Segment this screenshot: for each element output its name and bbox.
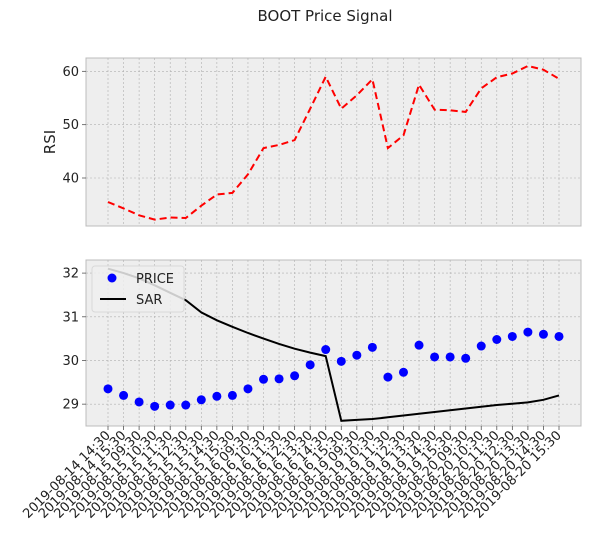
price-y-ticks: 29 30 31 32	[62, 267, 86, 413]
price-point-12	[290, 371, 300, 381]
price-point-27	[523, 327, 533, 337]
rsi-panel: 40 50 60 RSI	[41, 57, 582, 227]
price-ytick-label-29: 29	[62, 398, 79, 413]
price-point-16	[352, 350, 362, 360]
price-point-19	[398, 367, 408, 377]
price-point-4	[165, 400, 175, 410]
rsi-y-axis-label: RSI	[41, 130, 59, 154]
price-point-5	[181, 400, 191, 410]
price-ytick-label-31: 31	[62, 310, 79, 325]
price-point-15	[336, 356, 346, 366]
price-point-22	[445, 352, 455, 362]
legend-sar-label: SAR	[136, 293, 162, 308]
price-point-2	[134, 397, 144, 407]
price-point-28	[538, 329, 548, 339]
rsi-ytick-label-60: 60	[62, 65, 79, 80]
price-point-17	[367, 342, 377, 352]
rsi-line	[107, 64, 560, 221]
price-point-0	[103, 384, 113, 394]
rsi-ytick-label-50: 50	[62, 118, 79, 133]
legend: PRICE SAR	[91, 265, 185, 313]
rsi-y-ticks: 40 50 60	[62, 65, 86, 187]
price-point-25	[492, 335, 502, 345]
rsi-grid	[86, 58, 581, 226]
rsi-ytick-label-40: 40	[62, 172, 79, 187]
price-point-9	[243, 384, 253, 394]
price-point-13	[305, 360, 315, 370]
price-point-29	[554, 331, 564, 341]
price-point-8	[227, 390, 237, 400]
price-point-3	[150, 401, 160, 411]
price-point-7	[212, 391, 222, 401]
price-point-21	[430, 352, 440, 362]
price-ytick-label-32: 32	[62, 267, 79, 282]
legend-price-label: PRICE	[136, 272, 174, 287]
price-point-18	[383, 372, 393, 382]
price-point-26	[507, 331, 517, 341]
chart-title: BOOT Price Signal	[257, 7, 392, 25]
price-point-10	[259, 374, 269, 384]
price-point-11	[274, 374, 284, 384]
rsi-series	[107, 64, 560, 221]
price-point-1	[119, 390, 129, 400]
price-point-24	[476, 341, 486, 351]
legend-price-marker	[107, 273, 117, 283]
price-ytick-label-30: 30	[62, 354, 79, 369]
rsi-plot-area	[85, 57, 582, 227]
price-point-23	[461, 353, 471, 363]
price-point-6	[196, 395, 206, 405]
price-point-20	[414, 340, 424, 350]
price-point-14	[321, 345, 331, 355]
